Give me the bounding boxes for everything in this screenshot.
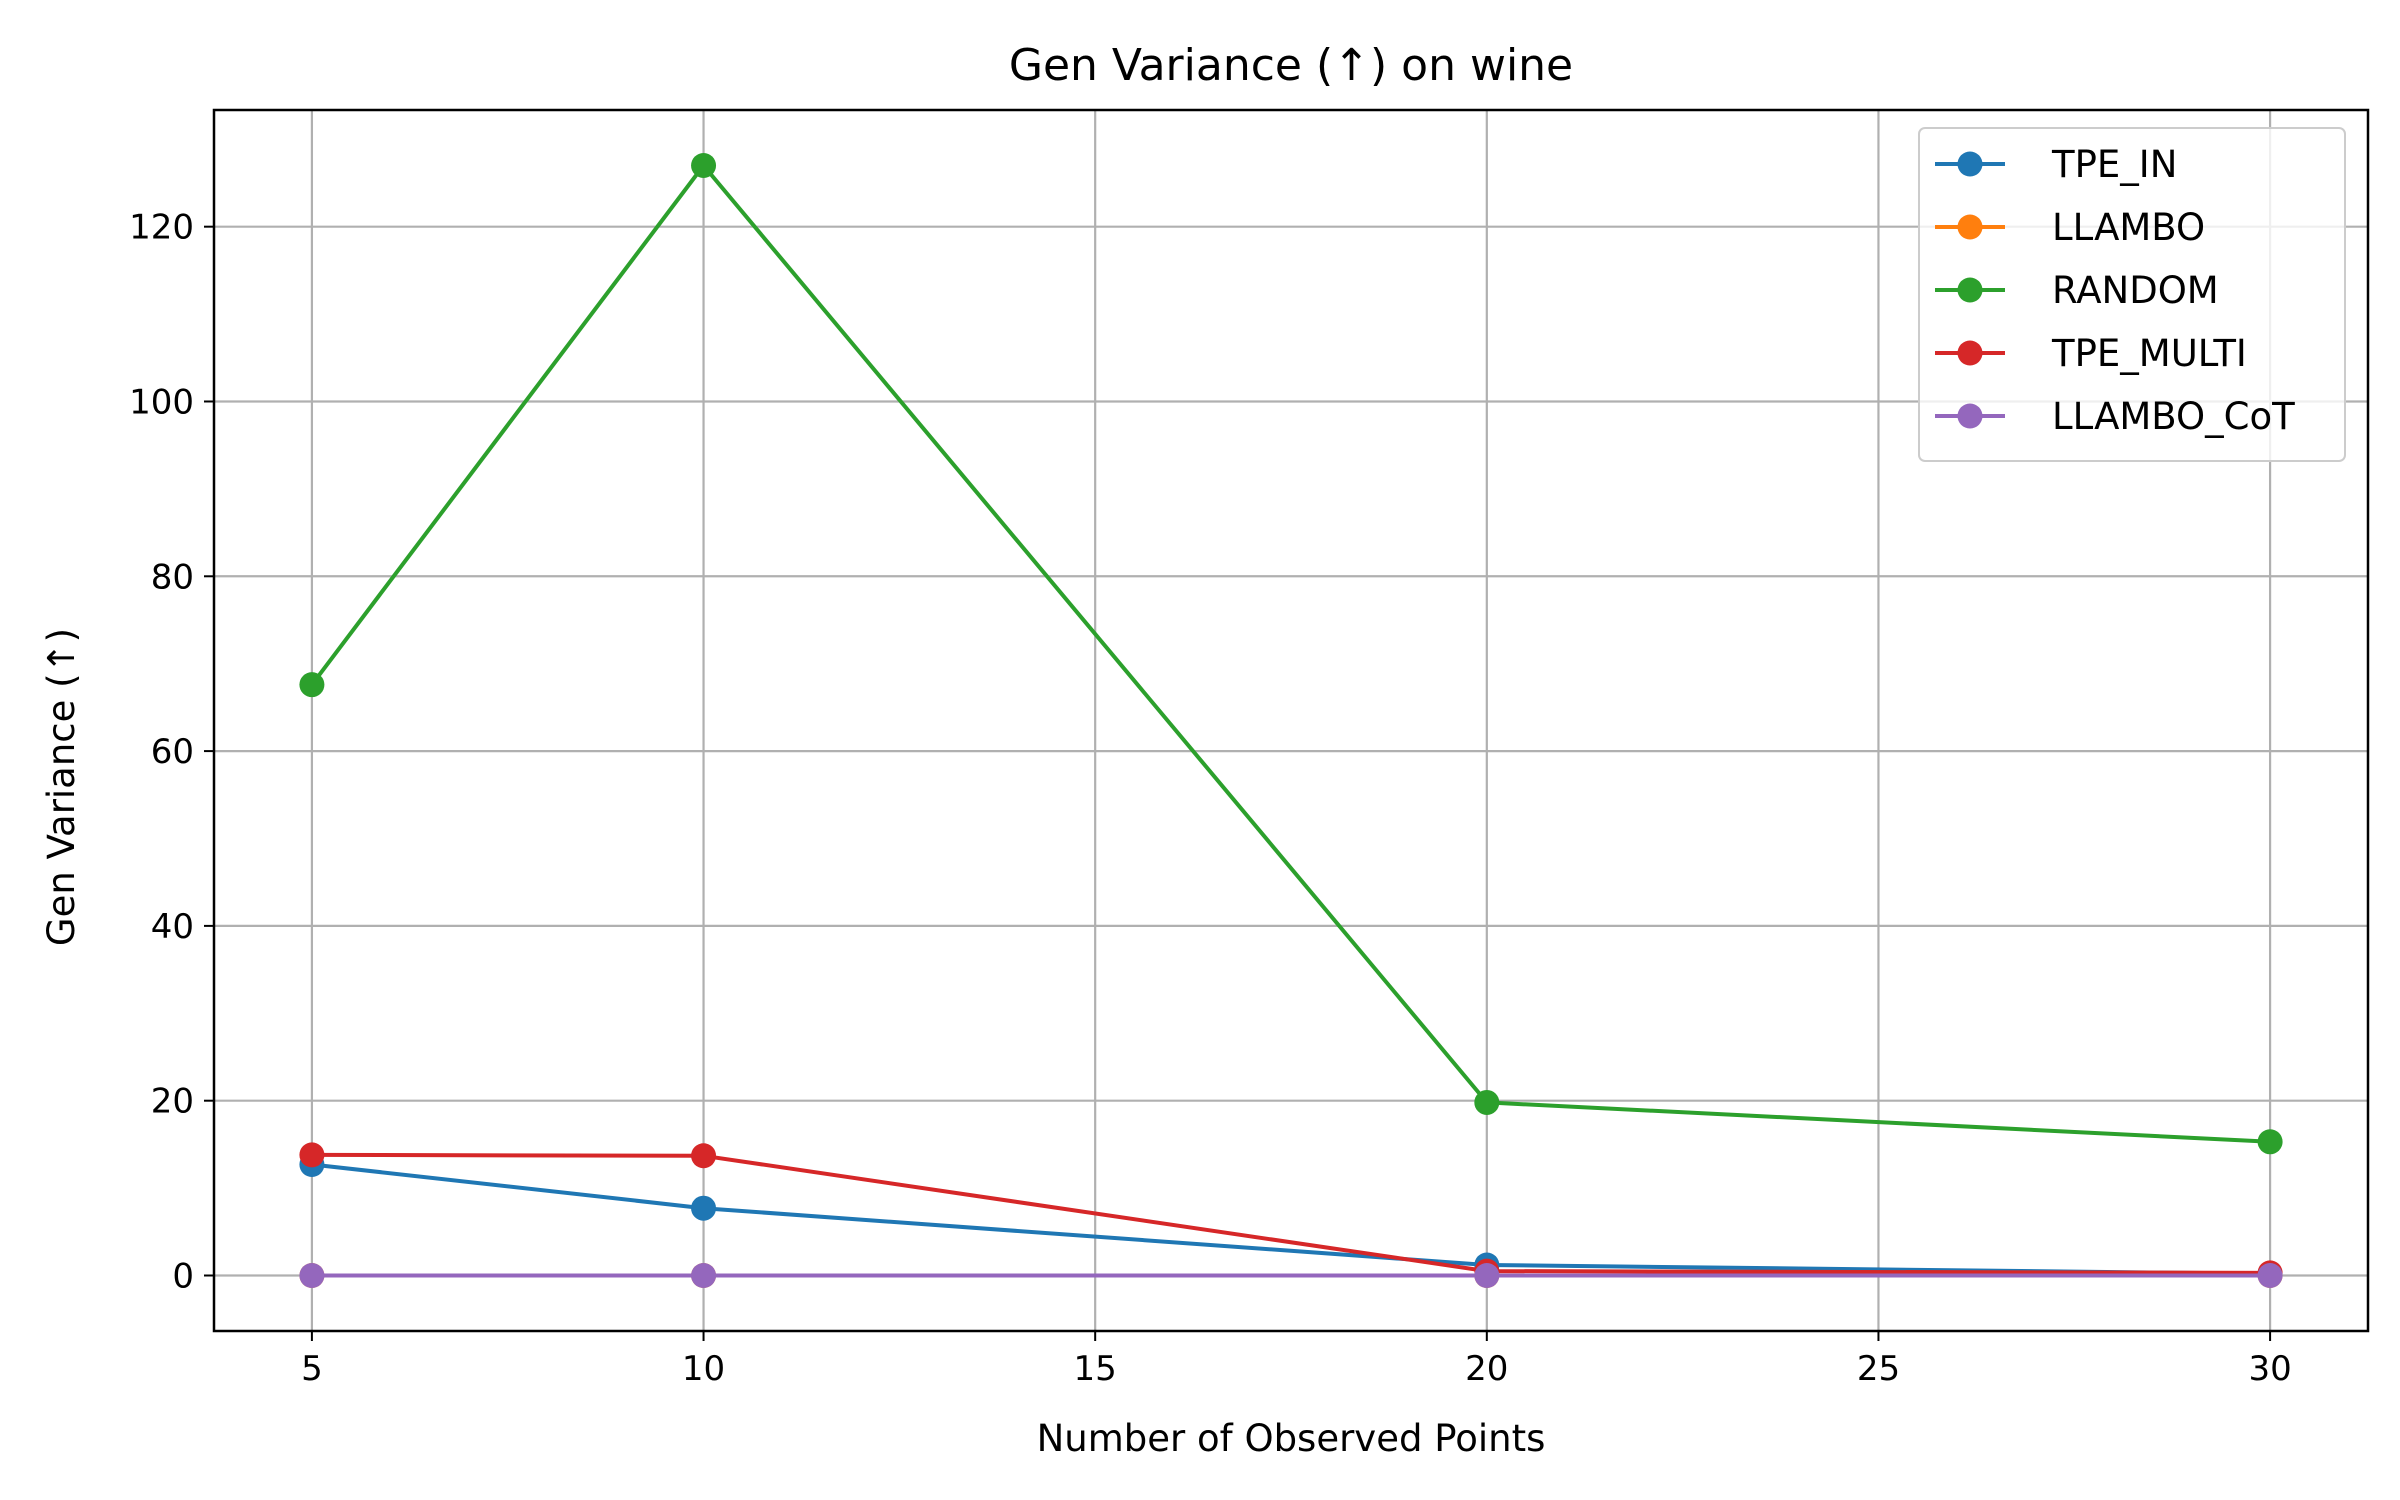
data-point-tpe-multi — [691, 1143, 717, 1169]
y-tick-label: 100 — [129, 382, 194, 422]
series-llambo-cot — [299, 1263, 2283, 1288]
legend-marker — [1957, 151, 1983, 177]
legend-item-tpe-multi: TPE_MULTI — [1935, 332, 2247, 375]
x-tick-label: 30 — [2248, 1349, 2291, 1389]
x-axis-title: Number of Observed Points — [1037, 1417, 1546, 1460]
legend-label: TPE_MULTI — [2051, 332, 2247, 375]
legend-label: RANDOM — [2052, 269, 2219, 312]
series-layer — [299, 153, 2283, 1288]
data-point-random — [1474, 1089, 1500, 1115]
data-point-random — [2257, 1129, 2283, 1155]
y-tick-label: 0 — [172, 1257, 194, 1297]
data-point-random — [691, 153, 717, 178]
legend-label: TPE_IN — [2051, 143, 2177, 186]
chart-title: Gen Variance (↑) on wine — [1009, 40, 1573, 91]
data-point-llambo-cot — [691, 1263, 717, 1288]
legend-item-tpe-in: TPE_IN — [1935, 143, 2177, 186]
legend-label: LLAMBO_CoT — [2052, 395, 2295, 438]
data-point-tpe-multi — [299, 1142, 325, 1168]
legend-marker — [1957, 277, 1983, 303]
y-tick-label: 60 — [151, 732, 194, 772]
y-tick-label: 80 — [151, 557, 194, 597]
data-point-llambo-cot — [2257, 1263, 2283, 1288]
series-line-random — [310, 163, 2271, 1144]
series-tpe-in — [299, 1152, 2283, 1287]
x-tick-label: 25 — [1857, 1349, 1900, 1389]
x-tick-label: 20 — [1465, 1349, 1508, 1389]
y-tick-label: 120 — [129, 208, 194, 248]
legend-marker — [1957, 214, 1983, 240]
legend-item-random: RANDOM — [1935, 269, 2219, 312]
y-axis-title: Gen Variance (↑) — [40, 628, 83, 946]
legend-marker — [1957, 340, 1983, 366]
series-line-tpe-in — [311, 1162, 2271, 1276]
legend-item-llambo-cot: LLAMBO_CoT — [1935, 395, 2295, 438]
data-point-llambo-cot — [1474, 1263, 1500, 1288]
axis-ticks: 5 10 15 20 25 30 0 20 40 60 80 100 120 — [129, 208, 2292, 1389]
y-tick-label: 20 — [151, 1082, 194, 1122]
x-tick-label: 15 — [1074, 1349, 1117, 1389]
legend-label: LLAMBO — [2052, 206, 2205, 249]
plot-frame — [212, 108, 2370, 1333]
legend-marker — [1957, 403, 1983, 429]
x-tick-label: 5 — [301, 1349, 323, 1389]
series-line-tpe-multi — [311, 1152, 2271, 1275]
data-point-tpe-in — [691, 1195, 717, 1221]
legend-item-llambo: LLAMBO — [1935, 206, 2205, 249]
legend: TPE_IN LLAMBO RANDOM TPE_MULTI LLAMBO_CoT — [1918, 127, 2346, 462]
legend-box — [1918, 127, 2346, 462]
data-point-llambo-cot — [299, 1263, 325, 1288]
data-point-random — [299, 672, 325, 698]
series-tpe-multi — [299, 1142, 2283, 1286]
x-tick-label: 10 — [682, 1349, 725, 1389]
y-tick-label: 40 — [151, 907, 194, 947]
series-random — [299, 153, 2283, 1155]
